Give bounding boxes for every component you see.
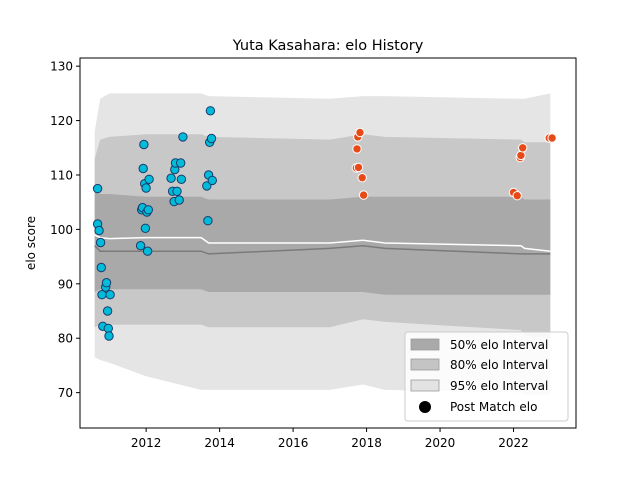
median-elo-line: [94, 244, 551, 255]
data-point-early: [96, 262, 107, 273]
data-point-early: [104, 331, 114, 341]
data-point-early: [178, 132, 188, 142]
data-point-early: [206, 133, 217, 144]
x-tick-label: 2018: [351, 436, 382, 450]
data-point-late: [353, 162, 364, 173]
data-point-early: [205, 106, 216, 116]
x-tick-label: 2022: [498, 436, 529, 450]
plot-area: [79, 57, 577, 429]
data-point-early: [141, 183, 151, 193]
data-point-early: [142, 246, 153, 256]
data-point-late: [516, 150, 526, 161]
y-axis-ticks: 70 80 90 100 110 120 130: [50, 60, 80, 400]
data-point-early: [97, 290, 107, 300]
data-point-late: [512, 191, 522, 201]
data-point-late: [358, 190, 369, 200]
data-point-early: [140, 223, 151, 234]
data-point-early: [105, 290, 115, 300]
data-point-early: [95, 237, 106, 248]
data-point-late: [547, 133, 557, 143]
y-tick-label: 110: [50, 168, 73, 182]
y-tick-label: 130: [50, 60, 73, 74]
legend-label-80: 80% elo Interval: [450, 358, 548, 372]
data-point-early: [176, 158, 186, 168]
x-tick-label: 2012: [131, 436, 162, 450]
y-tick-label: 80: [58, 332, 73, 346]
x-tick-label: 2020: [425, 436, 456, 450]
data-point-late: [518, 143, 528, 153]
data-point-early: [172, 186, 182, 197]
data-point-early: [135, 241, 146, 251]
y-tick-label: 70: [58, 386, 73, 400]
data-point-early: [203, 216, 213, 226]
y-tick-label: 120: [50, 114, 73, 128]
y-tick-label: 90: [58, 277, 73, 291]
data-point-early: [102, 306, 113, 316]
legend: 50% elo Interval 80% elo Interval 95% el…: [404, 331, 569, 422]
legend-label-50: 50% elo Interval: [450, 338, 548, 352]
data-point-early: [101, 278, 112, 288]
data-point-early: [166, 173, 176, 183]
axes-frame: [79, 57, 577, 429]
data-point-early: [207, 175, 218, 186]
data-point-early: [176, 174, 187, 185]
legend-box: [404, 331, 569, 422]
x-tick-label: 2014: [204, 436, 235, 450]
data-point-early: [202, 181, 212, 191]
x-axis-ticks: 2012 2014 2016 2018 2020 2022: [131, 428, 529, 450]
data-point-early: [94, 225, 104, 236]
data-point-late: [357, 173, 367, 183]
legend-swatch-95: [410, 379, 440, 392]
post-match-points: [92, 106, 557, 341]
legend-swatch-50: [410, 338, 440, 351]
data-point-early: [92, 183, 103, 194]
legend-label-95: 95% elo Interval: [450, 379, 548, 393]
legend-marker-post-match: [419, 401, 431, 413]
data-point-early: [144, 174, 154, 185]
legend-label-post-match: Post Match elo: [450, 400, 537, 414]
data-point-early: [139, 139, 149, 150]
mean-elo-line: [94, 234, 551, 252]
data-point-late: [352, 144, 362, 154]
data-point-early: [174, 195, 184, 205]
data-point-early: [138, 163, 148, 174]
data-point-early: [143, 205, 154, 215]
x-tick-label: 2016: [278, 436, 309, 450]
y-axis-label: elo score: [24, 216, 38, 270]
y-tick-label: 100: [50, 223, 73, 237]
chart-title: Yuta Kasahara: elo History: [232, 38, 424, 54]
data-point-late: [355, 127, 365, 138]
legend-swatch-80: [410, 358, 440, 371]
data-point-early: [103, 323, 114, 334]
